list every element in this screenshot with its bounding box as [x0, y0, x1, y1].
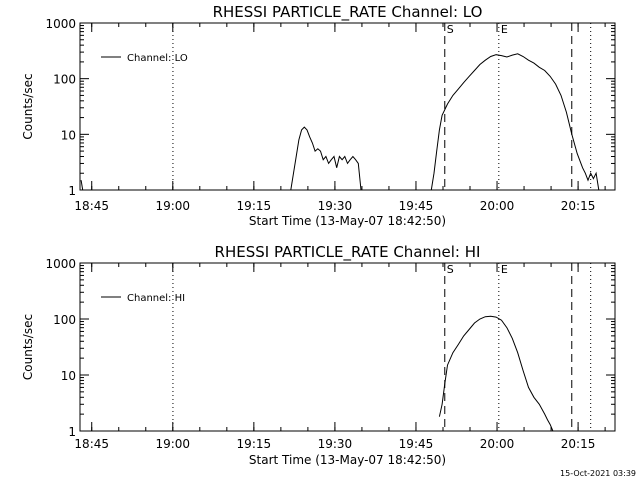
- chart-panel-1: RHESSI PARTICLE_RATE Channel: LO 18:45 19:…: [21, 3, 616, 228]
- x-tick-label: 19:30: [318, 199, 353, 213]
- y-axis-label: Counts/sec: [21, 314, 35, 380]
- y-tick-label: 1: [68, 184, 76, 198]
- y-tick-label: 100: [53, 73, 76, 87]
- x-tick-label: 19:45: [399, 199, 434, 213]
- x-tick-label: 20:00: [480, 199, 515, 213]
- y-tick-label: 1000: [45, 257, 76, 271]
- legend-label: Channel: HI: [127, 293, 185, 304]
- chart-panel-2: RHESSI PARTICLE_RATE Channel: HI 18:45 19:…: [21, 243, 616, 467]
- series-line-1-segment-1: [438, 315, 554, 432]
- x-axis-label: Start Time (13-May-07 18:42:50): [249, 453, 446, 467]
- y-tick-label: 10: [61, 369, 76, 383]
- annotation-e: E: [501, 23, 508, 36]
- chart-title: RHESSI PARTICLE_RATE Channel: HI: [215, 243, 481, 262]
- annotation-s: S: [447, 263, 454, 276]
- x-tick-label: 19:15: [237, 437, 272, 451]
- plot-frame: [79, 22, 616, 191]
- y-axis-label: Counts/sec: [21, 73, 35, 139]
- x-tick-label: 20:15: [561, 437, 596, 451]
- plot-frame: [79, 262, 616, 432]
- annotation-e: E: [501, 263, 508, 276]
- x-tick-label: 19:00: [155, 437, 190, 451]
- y-tick-label: 100: [53, 313, 76, 327]
- x-axis-label: Start Time (13-May-07 18:42:50): [249, 214, 446, 228]
- x-tick-label: 19:00: [155, 199, 190, 213]
- x-tick-label: 18:45: [74, 437, 109, 451]
- y-tick-label: 1000: [45, 17, 76, 31]
- legend-label: Channel: LO: [127, 53, 188, 64]
- x-tick-label: 18:45: [74, 199, 109, 213]
- chart-title: RHESSI PARTICLE_RATE Channel: LO: [213, 3, 483, 22]
- x-tick-label: 20:00: [480, 437, 515, 451]
- x-tick-label: 20:15: [561, 199, 596, 213]
- annotation-s: S: [447, 23, 454, 36]
- x-tick-label: 19:45: [399, 437, 434, 451]
- series-line-1-segment-3: [430, 53, 600, 191]
- series-line-1-segment-2: [290, 126, 362, 191]
- x-tick-label: 19:15: [237, 199, 272, 213]
- x-tick-label: 19:30: [318, 437, 353, 451]
- generation-timestamp: 15-Oct-2021 03:39: [560, 469, 636, 478]
- series-line-1-segment-1: [80, 180, 84, 191]
- y-tick-label: 1: [68, 425, 76, 439]
- y-tick-label: 10: [61, 128, 76, 142]
